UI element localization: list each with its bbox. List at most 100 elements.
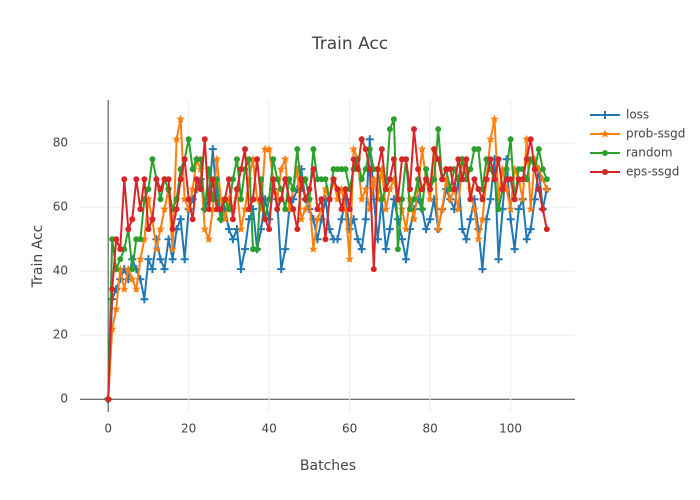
marker [435, 156, 442, 163]
marker [538, 174, 548, 183]
marker [386, 176, 393, 183]
marker [156, 224, 165, 233]
marker [121, 176, 128, 183]
marker [168, 255, 177, 264]
series [105, 126, 550, 403]
marker [475, 146, 482, 153]
marker [467, 166, 474, 173]
marker [290, 186, 297, 193]
marker [281, 154, 290, 163]
marker [602, 150, 608, 156]
marker [423, 176, 430, 183]
marker [506, 204, 515, 213]
marker [189, 166, 196, 173]
x-tick-label: 80 [422, 422, 437, 436]
marker [322, 236, 329, 243]
marker [334, 186, 341, 193]
marker [276, 164, 286, 173]
marker [507, 176, 514, 183]
marker [145, 186, 152, 193]
marker [486, 195, 495, 204]
marker [237, 196, 244, 203]
marker [173, 206, 180, 213]
marker [543, 226, 550, 233]
marker [342, 166, 349, 173]
marker [294, 226, 301, 233]
marker [466, 215, 475, 224]
marker [526, 225, 535, 234]
marker [338, 206, 345, 213]
marker [281, 245, 290, 254]
marker [374, 166, 381, 173]
marker [475, 186, 482, 193]
marker [113, 236, 120, 243]
marker [349, 144, 358, 153]
marker [491, 176, 498, 183]
marker [181, 156, 188, 163]
marker [507, 136, 514, 143]
marker [471, 176, 478, 183]
marker [401, 224, 411, 233]
marker [258, 196, 265, 203]
marker [483, 176, 490, 183]
marker [128, 274, 137, 283]
marker [107, 324, 117, 333]
marker [415, 166, 422, 173]
marker [446, 194, 455, 203]
marker [270, 176, 277, 183]
marker [129, 266, 136, 273]
marker [237, 166, 244, 173]
marker [145, 226, 152, 233]
marker [137, 206, 144, 213]
y-tick-label: 40 [53, 264, 68, 278]
marker [425, 194, 435, 203]
marker [542, 184, 552, 193]
marker [136, 254, 145, 263]
marker [499, 186, 506, 193]
marker [254, 156, 261, 163]
marker [322, 176, 329, 183]
marker [495, 206, 502, 213]
marker [156, 255, 165, 264]
marker [523, 156, 530, 163]
marker [262, 216, 269, 223]
marker [185, 136, 192, 143]
marker [433, 224, 443, 233]
marker [233, 186, 240, 193]
marker [366, 166, 373, 173]
marker [153, 176, 160, 183]
marker [333, 235, 342, 244]
marker [354, 166, 361, 173]
marker [474, 234, 483, 243]
marker [531, 166, 538, 173]
marker [358, 136, 365, 143]
y-tick-label: 60 [53, 200, 68, 214]
marker [394, 246, 401, 253]
marker [407, 206, 413, 213]
marker [467, 196, 474, 203]
marker [212, 154, 222, 163]
marker [180, 255, 189, 264]
marker [310, 146, 317, 153]
marker [117, 246, 124, 253]
y-tick-label: 80 [53, 136, 68, 150]
marker [302, 196, 309, 203]
marker [217, 206, 224, 213]
marker [510, 245, 519, 254]
marker [272, 194, 282, 203]
marker [411, 196, 418, 203]
marker [435, 126, 442, 133]
marker [455, 156, 462, 163]
marker [362, 146, 369, 153]
marker [337, 215, 346, 224]
marker [236, 265, 245, 274]
legend-label: loss [626, 108, 649, 122]
marker [422, 225, 431, 234]
y-tick-label: 0 [60, 392, 68, 406]
marker [137, 236, 144, 243]
marker [306, 186, 313, 193]
marker [390, 156, 397, 163]
marker [204, 234, 214, 243]
marker [503, 166, 510, 173]
